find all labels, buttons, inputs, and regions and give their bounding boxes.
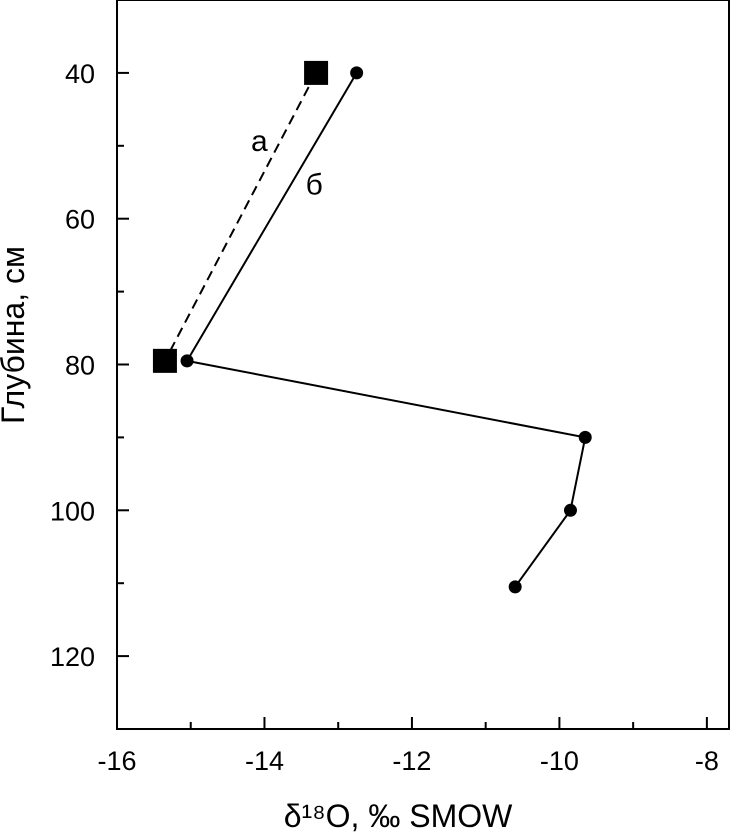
circle-marker — [508, 580, 522, 594]
square-marker — [304, 60, 329, 85]
circle-marker — [180, 354, 194, 368]
x-axis-title: δ¹⁸O, ‰ SMOW — [284, 798, 513, 834]
square-marker — [152, 348, 177, 373]
series-layer — [152, 60, 592, 594]
circle-marker — [578, 430, 592, 444]
x-tick-label: -12 — [392, 746, 431, 776]
y-axis-title: Глубина, см — [0, 246, 31, 424]
y-tick-label: 80 — [65, 351, 95, 381]
x-tick-label: -14 — [245, 746, 284, 776]
y-tick-label: 40 — [65, 59, 95, 89]
y-tick-label: 100 — [50, 496, 95, 526]
y-tick-label: 60 — [65, 205, 95, 235]
x-tick-label: -8 — [695, 746, 719, 776]
y-tick-label: 120 — [50, 642, 95, 672]
x-tick-label: -16 — [97, 746, 136, 776]
series-line-1 — [164, 72, 317, 362]
circle-marker — [563, 503, 577, 517]
ticks-layer — [116, 0, 708, 730]
series-label-2: б — [306, 168, 323, 201]
labels-layer: -16 -14 -12 -10 -8 40 60 80 100 120 а б — [50, 59, 719, 776]
x-tick-label: -10 — [540, 746, 579, 776]
series-line-2 — [185, 72, 587, 588]
circle-marker — [350, 66, 364, 80]
series-label-1: а — [251, 125, 268, 158]
